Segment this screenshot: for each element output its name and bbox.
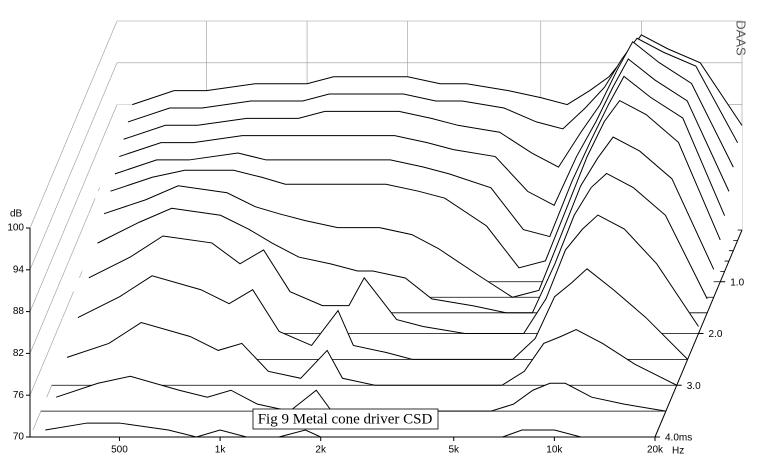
x-tick-label: 2k xyxy=(315,445,327,456)
grid-line xyxy=(29,104,118,312)
t-tick-label: 1.0 xyxy=(730,277,744,288)
y-tick-label: 76 xyxy=(13,390,25,401)
t-tick-label: 4.0ms xyxy=(665,433,692,444)
x-tick-label: 500 xyxy=(111,445,128,456)
slice-curve xyxy=(119,58,730,207)
slice-curve xyxy=(97,172,708,314)
x-tick-label: 10k xyxy=(546,445,563,456)
slice-curve xyxy=(88,214,699,334)
slice-fill xyxy=(40,376,666,412)
slice-fill xyxy=(62,268,688,360)
y-tick-label: 82 xyxy=(13,348,25,359)
y-tick-label: 88 xyxy=(13,306,25,317)
y-tick-label: 94 xyxy=(13,264,25,275)
slice-fill xyxy=(51,322,677,386)
t-tick-label: 2.0 xyxy=(709,329,723,340)
slice-curve xyxy=(114,75,726,238)
x-axis-label: Hz xyxy=(672,446,684,457)
slice-curve xyxy=(123,40,734,168)
slice-curve xyxy=(103,136,715,298)
slice-curve xyxy=(110,99,721,269)
title-box: Fig 9 Metal cone driver CSD xyxy=(252,408,439,430)
watermark: DAAS xyxy=(734,20,749,56)
slice-curve xyxy=(66,322,677,386)
x-tick-label: 5k xyxy=(448,445,460,456)
y-tick-label: 70 xyxy=(13,432,25,443)
chart-title: Fig 9 Metal cone driver CSD xyxy=(258,411,433,427)
title-frame xyxy=(252,408,439,430)
x-tick-label: 20k xyxy=(647,445,664,456)
grid-line xyxy=(29,20,118,229)
x-tick-label: 1k xyxy=(215,445,227,456)
slice-curve xyxy=(77,268,688,360)
t-tick-label: 3.0 xyxy=(687,381,701,392)
grid-line xyxy=(29,62,118,270)
y-tick-label: 100 xyxy=(7,223,24,234)
y-axis-label: dB xyxy=(10,209,23,220)
